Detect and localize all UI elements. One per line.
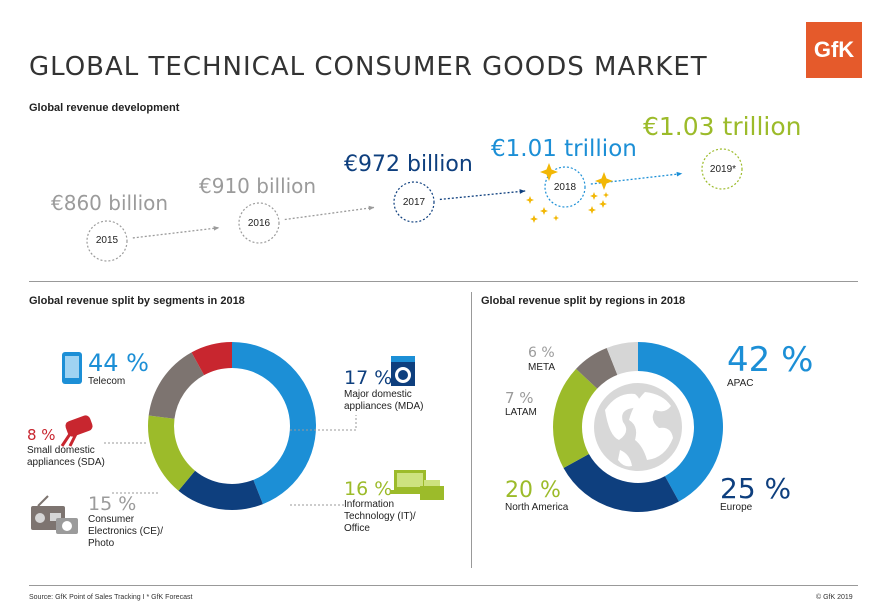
segments-donut	[148, 342, 316, 510]
slice-meta	[606, 342, 638, 375]
na-label: North America	[505, 502, 569, 513]
apac-label: APAC	[727, 378, 754, 389]
laptop-printer-icon	[390, 470, 444, 500]
sparkle	[540, 207, 548, 215]
meta-label: META	[528, 362, 556, 373]
mda-pct: 17 %	[344, 367, 393, 389]
slice-mda	[178, 470, 263, 510]
sparkle	[595, 172, 613, 190]
gfk-logo: GfK	[806, 22, 862, 78]
year-label-2015: 2015	[95, 235, 119, 246]
telecom-pct: 44 %	[88, 349, 149, 377]
revenue-connector-2	[439, 190, 526, 201]
sparkle	[540, 163, 558, 181]
hand-mixer-icon	[60, 415, 93, 447]
globe-icon	[594, 383, 682, 471]
revenue-year-circles	[86, 148, 743, 262]
revenue-connectors	[132, 171, 683, 239]
telecom-label: Telecom	[88, 376, 126, 387]
year-circle-2019*	[701, 148, 743, 190]
vertical-divider	[471, 292, 472, 568]
meta-pct: 6 %	[528, 345, 555, 361]
year-circle-2015	[86, 220, 128, 262]
regions-section-title: Global revenue split by regions in 2018	[481, 295, 686, 307]
revenue-arrow-3	[676, 171, 683, 177]
revenue-value-2016: €910 billion	[199, 174, 317, 198]
na-pct: 20 %	[505, 478, 561, 503]
it-label: Information Technology (IT)/ Office	[344, 499, 416, 534]
revenue-value-2018: €1.01 trillion	[491, 136, 637, 162]
slice-north-america	[553, 368, 598, 468]
sda-label: Small domestic appliances (SDA)	[27, 445, 105, 468]
page-title: GLOBAL TECHNICAL CONSUMER GOODS MARKET	[29, 52, 708, 82]
washing-machine-icon	[391, 356, 415, 386]
year-circle-2016	[238, 202, 280, 244]
year-label-2017: 2017	[402, 197, 426, 208]
revenue-value-2015: €860 billion	[51, 191, 169, 215]
revenue-connector-1	[284, 206, 375, 221]
horizontal-divider	[29, 281, 858, 282]
revenue-arrow-1	[368, 205, 375, 211]
slice-it	[148, 415, 196, 491]
segments-section-title: Global revenue split by segments in 2018	[29, 295, 245, 307]
ce-pct: 15 %	[88, 493, 137, 515]
slice-telecom	[232, 342, 316, 505]
slice-europe	[563, 453, 679, 512]
latam-label: LATAM	[505, 407, 537, 418]
year-label-2016: 2016	[247, 218, 271, 229]
apac-pct: 42 %	[727, 340, 814, 380]
sparkle	[530, 215, 538, 223]
slice-latam	[576, 347, 618, 389]
mda-label: Major domestic appliances (MDA)	[344, 389, 424, 412]
sparkle	[603, 192, 609, 198]
sda-pct: 8 %	[27, 426, 56, 444]
leader-mda	[290, 415, 357, 431]
regions-donut	[553, 342, 723, 512]
revenue-value-2019: €1.03 trillion	[643, 112, 802, 141]
slice-ce	[148, 352, 205, 419]
ce-label: Consumer Electronics (CE)/ Photo	[88, 514, 164, 549]
slice-apac	[638, 342, 723, 502]
revenue-connector-3	[590, 172, 683, 185]
year-label-2019: 2019*	[709, 164, 737, 175]
year-circle-2018	[544, 166, 586, 208]
revenue-arrow-2	[519, 189, 526, 194]
year-circle-2017	[393, 181, 435, 223]
europe-pct: 25 %	[720, 472, 792, 505]
source-note: Source: GfK Point of Sales Tracking I * …	[29, 594, 193, 601]
copyright: © GfK 2019	[816, 594, 853, 601]
latam-pct: 7 %	[505, 389, 534, 407]
revenue-connector-0	[132, 227, 220, 239]
footer-divider	[29, 585, 858, 586]
segment-leader-lines	[104, 415, 357, 506]
sparkle-decoration	[526, 163, 613, 223]
sparkle	[599, 200, 607, 208]
radio-camera-icon	[31, 495, 78, 534]
it-pct: 16 %	[344, 478, 393, 500]
sparkle	[590, 192, 598, 200]
revenue-value-2017: €972 billion	[344, 152, 473, 177]
revenue-arrow-0	[213, 226, 220, 231]
smartphone-icon	[62, 352, 82, 384]
year-label-2018: 2018	[553, 182, 577, 193]
sparkle	[526, 196, 534, 204]
sparkle	[588, 206, 596, 214]
europe-label: Europe	[720, 502, 753, 513]
sparkle	[553, 215, 559, 221]
revenue-section-title: Global revenue development	[29, 102, 180, 114]
slice-sda	[191, 342, 232, 376]
